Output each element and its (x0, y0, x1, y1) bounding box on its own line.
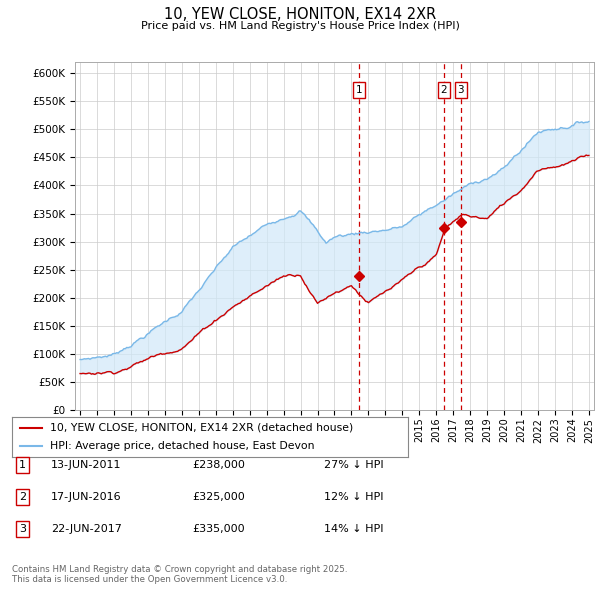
Text: HPI: Average price, detached house, East Devon: HPI: Average price, detached house, East… (50, 441, 314, 451)
Text: 1: 1 (19, 460, 26, 470)
Text: 14% ↓ HPI: 14% ↓ HPI (324, 524, 383, 533)
Text: 1: 1 (356, 85, 362, 95)
Text: Contains HM Land Registry data © Crown copyright and database right 2025.
This d: Contains HM Land Registry data © Crown c… (12, 565, 347, 584)
Text: 3: 3 (19, 524, 26, 533)
Text: 27% ↓ HPI: 27% ↓ HPI (324, 460, 383, 470)
Text: 10, YEW CLOSE, HONITON, EX14 2XR: 10, YEW CLOSE, HONITON, EX14 2XR (164, 7, 436, 22)
Text: £325,000: £325,000 (192, 492, 245, 502)
Text: 2: 2 (440, 85, 447, 95)
Text: £238,000: £238,000 (192, 460, 245, 470)
Text: 13-JUN-2011: 13-JUN-2011 (51, 460, 121, 470)
Text: 2: 2 (19, 492, 26, 502)
Text: 22-JUN-2017: 22-JUN-2017 (51, 524, 122, 533)
Text: 10, YEW CLOSE, HONITON, EX14 2XR (detached house): 10, YEW CLOSE, HONITON, EX14 2XR (detach… (50, 423, 353, 433)
Text: £335,000: £335,000 (192, 524, 245, 533)
Text: 17-JUN-2016: 17-JUN-2016 (51, 492, 122, 502)
Text: Price paid vs. HM Land Registry's House Price Index (HPI): Price paid vs. HM Land Registry's House … (140, 21, 460, 31)
Text: 12% ↓ HPI: 12% ↓ HPI (324, 492, 383, 502)
Text: 3: 3 (458, 85, 464, 95)
